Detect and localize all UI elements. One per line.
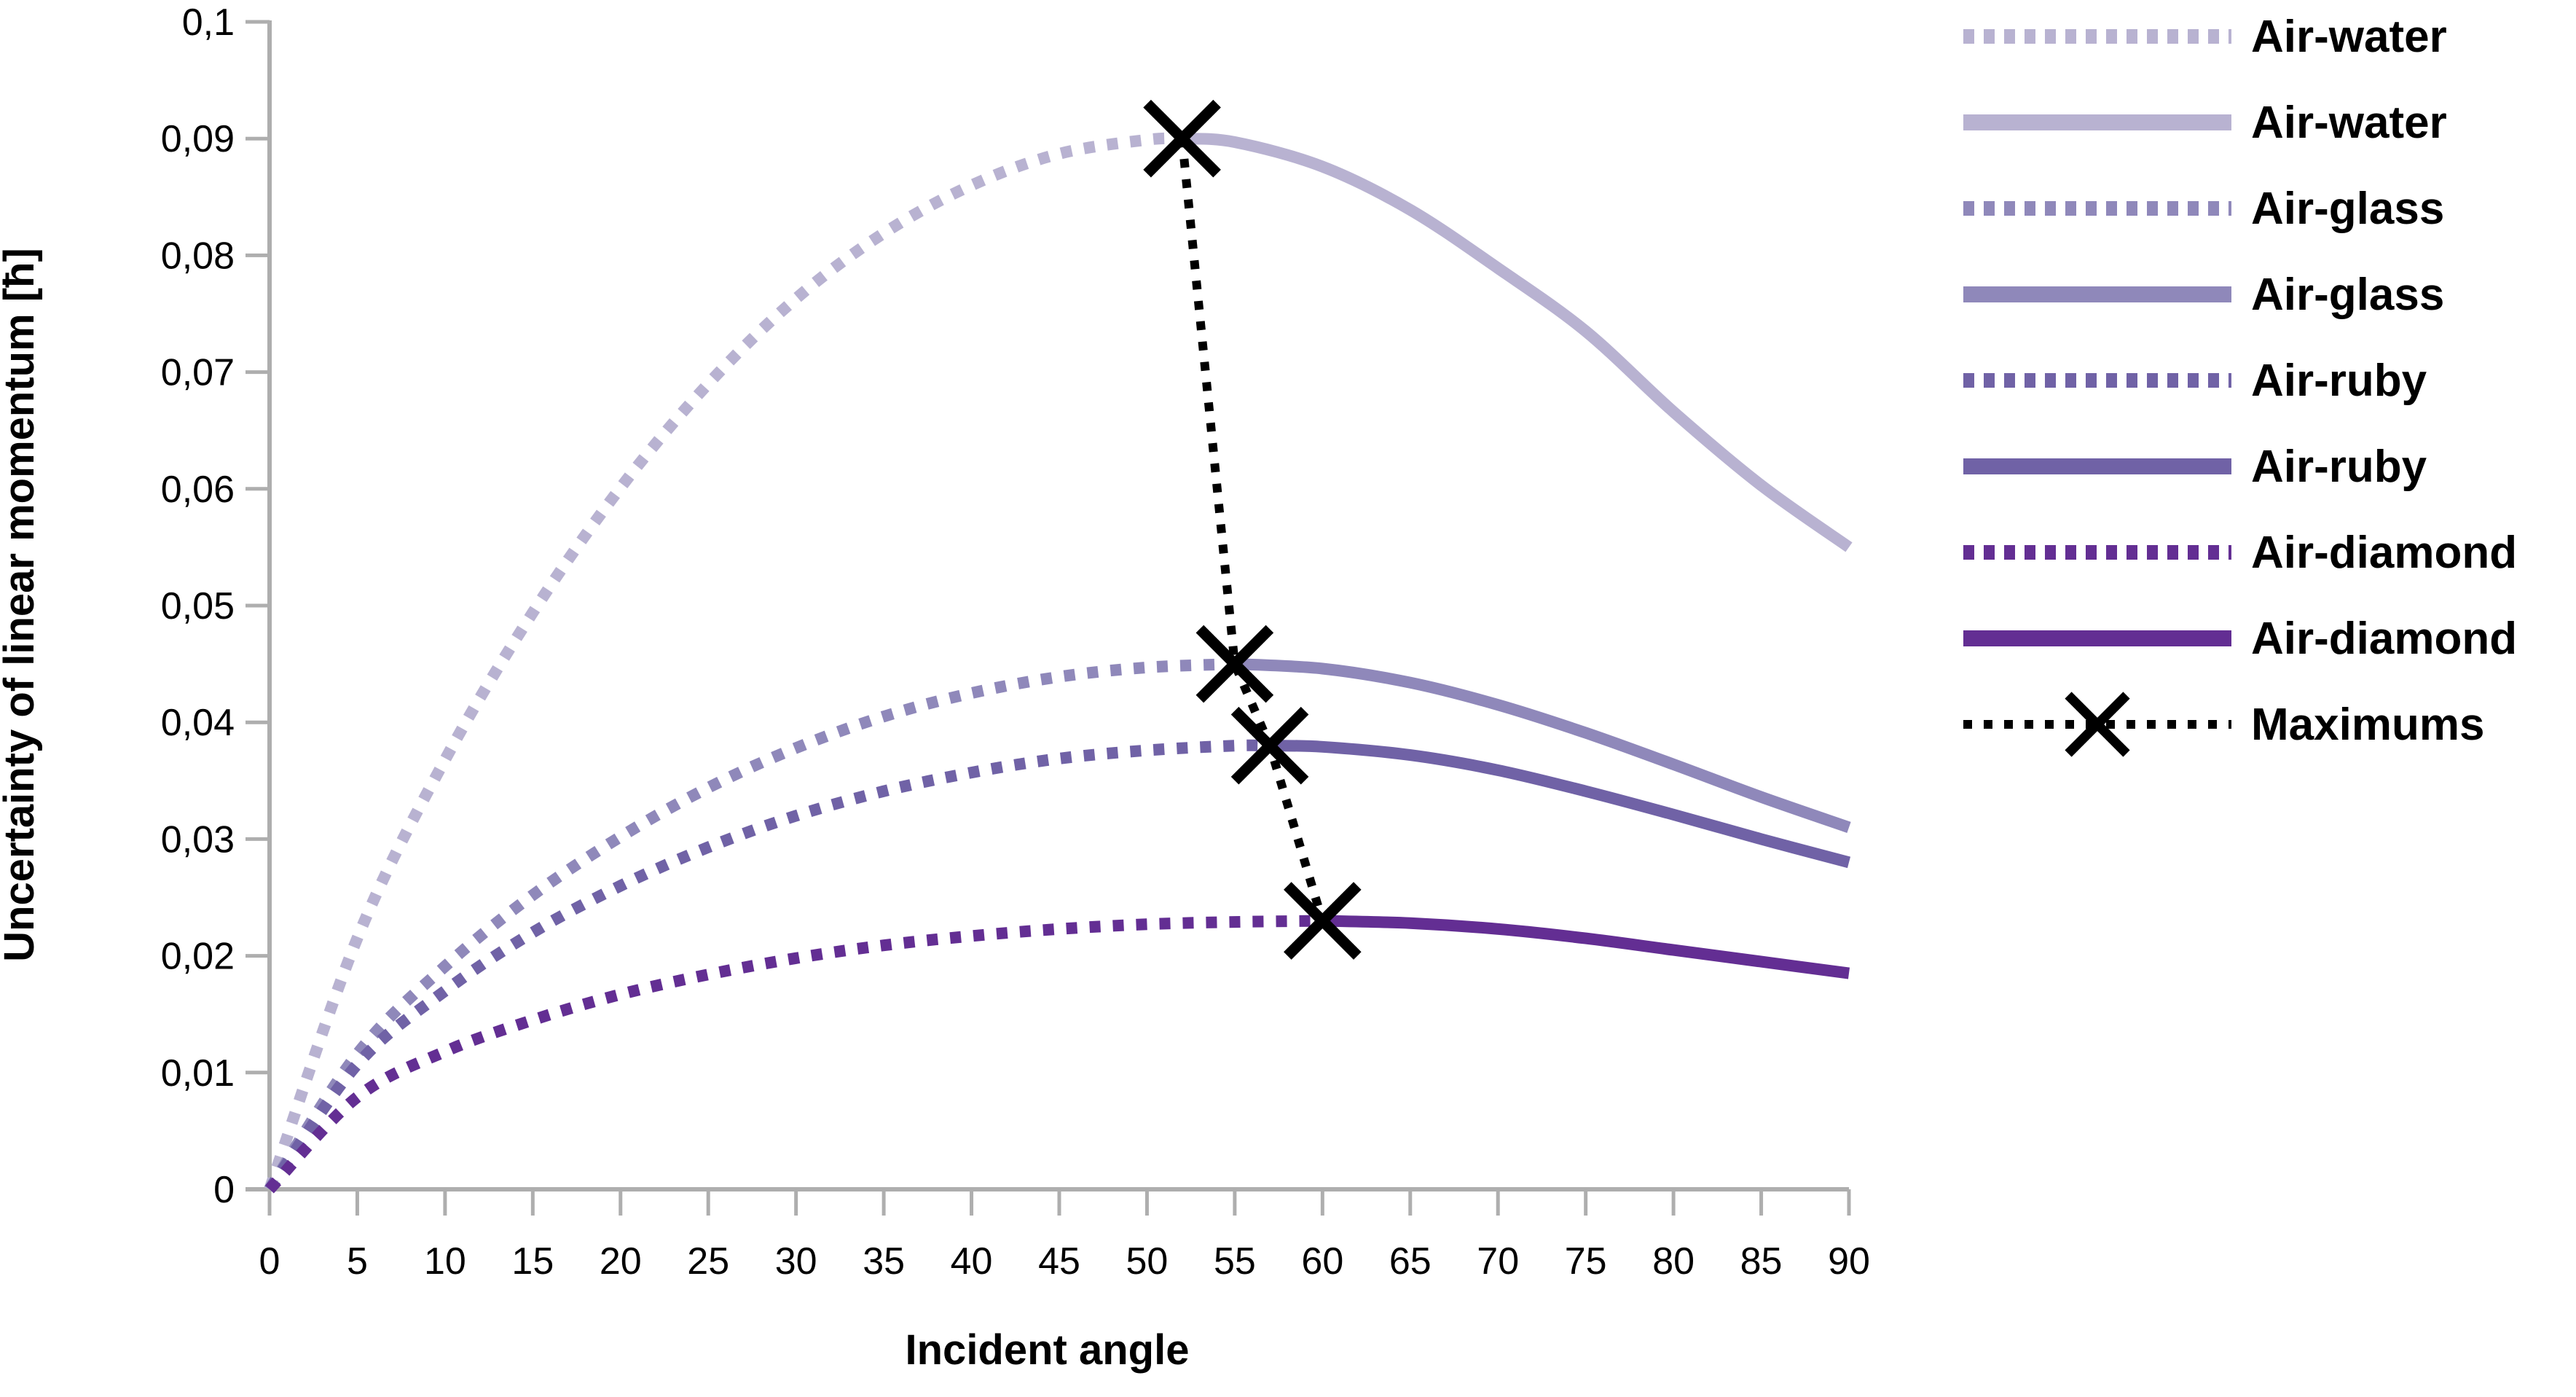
series-air-ruby-dashed: [264, 739, 1271, 1193]
x-marker-stroke: [1230, 706, 1309, 785]
y-axis-title: Uncertainty of linear momentum [ħ]: [0, 248, 43, 962]
y-tick-label: 0,08: [161, 235, 235, 277]
x-tick-label: 90: [1828, 1240, 1870, 1283]
x-tick-label: 75: [1565, 1240, 1607, 1283]
y-tick-label: 0,05: [161, 585, 235, 627]
x-tick-label: 30: [775, 1240, 817, 1283]
legend-label: Air-diamond: [2251, 614, 2517, 664]
legend-label: Air-glass: [2251, 184, 2444, 234]
x-tick-label: 65: [1389, 1240, 1432, 1283]
x-tick-label: 80: [1652, 1240, 1695, 1283]
max-marker-air-diamond: [1284, 882, 1362, 960]
legend-item-air-water-dashed: Air-water: [1963, 12, 2447, 62]
legend-item-air-ruby-dashed: Air-ruby: [1963, 356, 2427, 406]
x-marker-stroke: [1284, 882, 1362, 960]
series-air-diamond-dashed: [265, 915, 1323, 1194]
x-tick-label: 55: [1214, 1240, 1256, 1283]
legend-item-air-water-solid: Air-water: [1963, 98, 2447, 148]
y-tick-label: 0: [213, 1169, 235, 1211]
max-marker-air-glass: [1195, 625, 1274, 703]
maximums-line: [1177, 138, 1327, 923]
x-tick-label: 35: [863, 1240, 905, 1283]
y-tick-label: 0,04: [161, 702, 235, 744]
legend-label: Air-water: [2251, 98, 2447, 148]
legend-item-air-glass-dashed: Air-glass: [1963, 184, 2444, 234]
max-marker-air-ruby: [1230, 706, 1309, 785]
y-tick-label: 0,07: [161, 352, 235, 394]
x-marker-stroke: [1195, 625, 1274, 703]
legend-label: Air-water: [2251, 12, 2447, 62]
x-tick-label: 25: [687, 1240, 729, 1283]
series-air-glass-solid: [1234, 658, 1851, 833]
legend: Air-water Air-water Air-glass Air-glass Air-…: [1963, 12, 2517, 757]
y-tick-label: 0,06: [161, 469, 235, 511]
legend-label: Air-ruby: [2251, 442, 2427, 492]
legend-item-maximums-dashed-x: Maximums: [1963, 692, 2484, 757]
x-marker-icon: [2065, 692, 2130, 757]
x-tick-label: 15: [511, 1240, 554, 1283]
series-air-water-dashed: [264, 132, 1182, 1191]
legend-item-air-glass-solid: Air-glass: [1963, 270, 2444, 320]
x-tick-label: 10: [424, 1240, 466, 1283]
y-tick-label: 0,01: [161, 1052, 235, 1095]
y-tick-label: 0,02: [161, 936, 235, 978]
legend-label: Air-ruby: [2251, 356, 2427, 406]
x-marker-stroke: [1143, 99, 1221, 178]
series-air-water-solid: [1182, 133, 1853, 552]
series-air-ruby-solid: [1269, 740, 1851, 869]
legend-item-air-diamond-dashed: Air-diamond: [1963, 528, 2517, 578]
x-tick-label: 40: [951, 1240, 993, 1283]
x-tick-label: 60: [1301, 1240, 1343, 1283]
series-air-diamond-solid: [1322, 915, 1850, 979]
series-air-glass-dashed: [264, 658, 1236, 1193]
x-tick-label: 85: [1740, 1240, 1783, 1283]
y-tick-label: 0,03: [161, 818, 235, 861]
legend-label: Air-diamond: [2251, 528, 2517, 578]
x-tick-label: 0: [259, 1240, 280, 1283]
max-marker-air-water: [1143, 99, 1221, 178]
x-tick-label: 20: [600, 1240, 642, 1283]
legend-label: Maximums: [2251, 700, 2484, 750]
x-tick-label: 70: [1477, 1240, 1519, 1283]
x-axis-title: Incident angle: [906, 1326, 1190, 1374]
y-tick-label: 0,09: [161, 118, 235, 160]
y-tick-label: 0,1: [182, 1, 235, 44]
x-tick-label: 45: [1038, 1240, 1080, 1283]
legend-item-air-ruby-solid: Air-ruby: [1963, 442, 2427, 492]
legend-label: Air-glass: [2251, 270, 2444, 320]
legend-item-air-diamond-solid: Air-diamond: [1963, 614, 2517, 664]
x-tick-label: 50: [1126, 1240, 1169, 1283]
x-tick-label: 5: [347, 1240, 368, 1283]
